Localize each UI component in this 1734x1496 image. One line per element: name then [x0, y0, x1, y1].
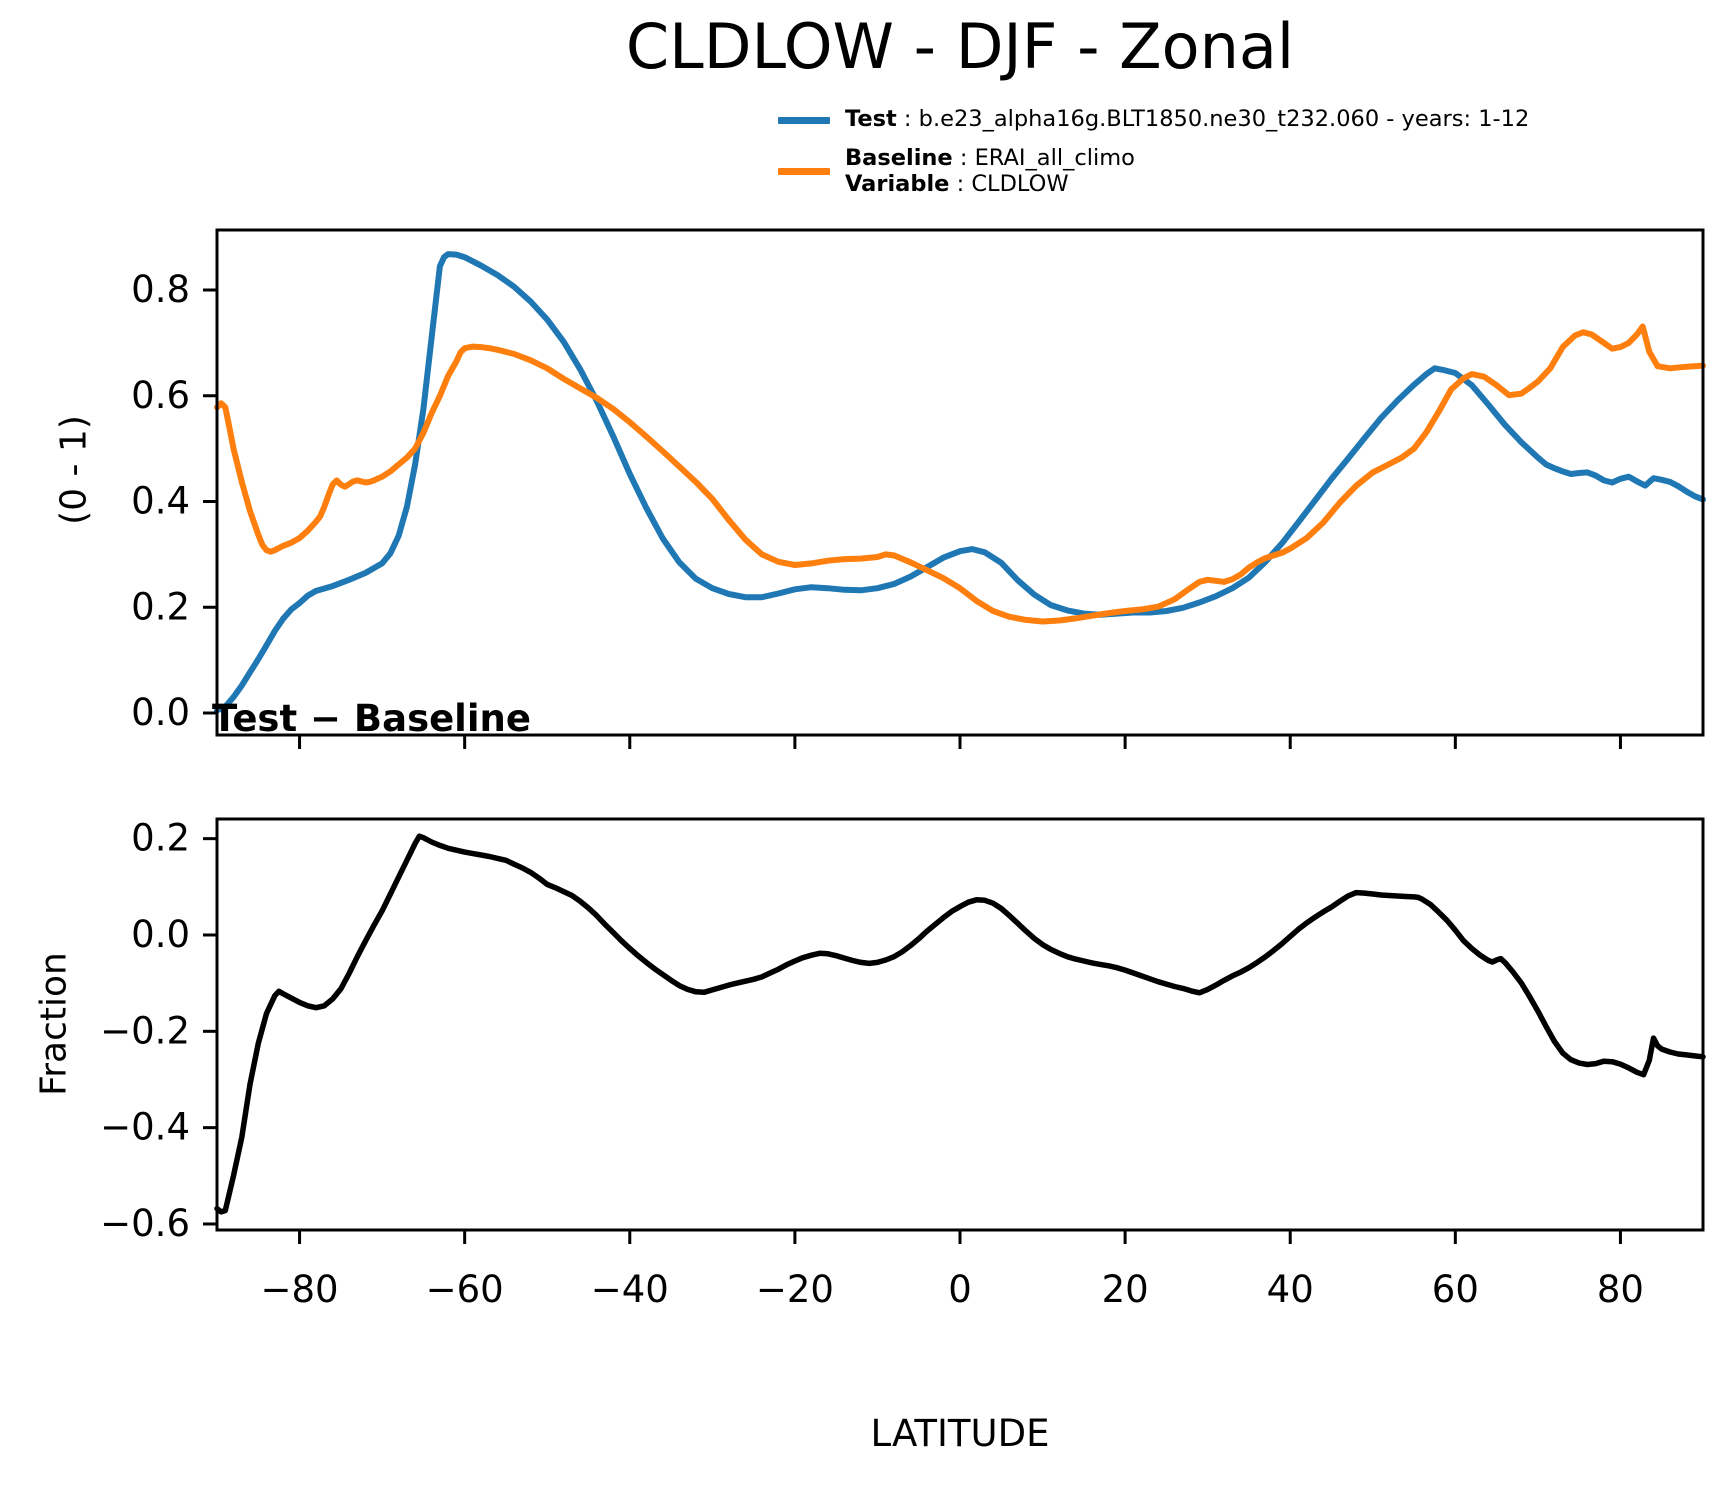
top-y-tick-label: 0.4: [131, 480, 190, 523]
bottom-x-tick-label: 0: [948, 1268, 972, 1311]
top-axes-frame: [215, 228, 1705, 737]
legend-test-line-swatch: [778, 117, 830, 124]
diff-plot-title: Test − Baseline: [212, 697, 531, 740]
legend-test-label: Test: [845, 106, 897, 132]
bottom-x-tick-label: −40: [591, 1268, 669, 1311]
legend-entry-baseline: Baseline : ERAI_all_climo: [845, 145, 1135, 171]
x-axis-label: LATITUDE: [870, 1412, 1050, 1455]
bottom-y-tick-label: −0.6: [100, 1202, 190, 1245]
bottom-x-tick-label: 40: [1267, 1268, 1314, 1311]
legend-variable-label: Variable: [845, 171, 950, 197]
bottom-y-tick-label: 0.2: [131, 817, 190, 860]
legend-baseline-value: : ERAI_all_climo: [952, 145, 1135, 171]
top-y-tick-label: 0.8: [131, 268, 190, 311]
bottom-x-tick-label: −20: [756, 1268, 834, 1311]
bottom-x-tick-label: 80: [1597, 1268, 1644, 1311]
page-title: CLDLOW - DJF - Zonal: [625, 10, 1295, 83]
bottom-x-tick-label: 20: [1102, 1268, 1149, 1311]
bottom-x-tick-label: 60: [1432, 1268, 1479, 1311]
bottom-x-tick-label: −80: [261, 1268, 339, 1311]
top-y-tick-label: 0.0: [131, 691, 190, 734]
test-series-line: [214, 251, 1706, 714]
legend-entry-variable: Variable : CLDLOW: [845, 171, 1069, 197]
bottom-y-tick-label: 0.0: [131, 913, 190, 956]
legend-baseline-label: Baseline: [845, 145, 953, 171]
legend-test-value: : b.e23_alpha16g.BLT1850.ne30_t232.060 -…: [896, 106, 1530, 132]
legend-entry-test: Test : b.e23_alpha16g.BLT1850.ne30_t232.…: [845, 106, 1529, 132]
top-y-axis-label: (0 - 1): [53, 415, 95, 525]
baseline-series-line: [214, 323, 1706, 625]
diff-series-line: [214, 833, 1706, 1215]
bottom-y-tick-label: −0.4: [100, 1106, 190, 1149]
bottom-y-tick-label: −0.2: [100, 1009, 190, 1052]
legend-baseline-line-swatch: [778, 168, 830, 175]
bottom-axes-frame: [215, 817, 1705, 1232]
bottom-x-tick-label: −60: [426, 1268, 504, 1311]
top-y-tick-label: 0.2: [131, 585, 190, 628]
bottom-y-axis-label: Fraction: [33, 952, 75, 1096]
legend-variable-value: : CLDLOW: [949, 171, 1069, 197]
top-y-tick-label: 0.6: [131, 374, 190, 417]
